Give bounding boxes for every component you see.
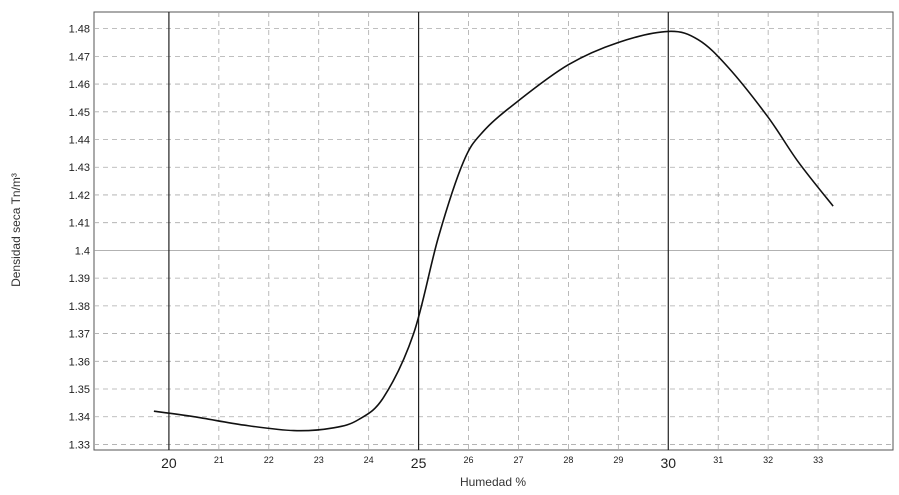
y-tick-label: 1.41 [69, 218, 90, 230]
x-tick-label: 31 [713, 455, 723, 465]
x-tick-label: 27 [513, 455, 523, 465]
y-tick-label: 1.34 [69, 412, 90, 424]
y-tick-label: 1.38 [69, 301, 90, 313]
grid-lines [94, 12, 893, 450]
y-tick-label: 1.45 [69, 107, 90, 119]
y-tick-label: 1.4 [75, 245, 90, 257]
y-tick-label: 1.39 [69, 273, 90, 285]
plot-area [93, 11, 894, 451]
x-tick-label: 21 [214, 455, 224, 465]
y-tick-label: 1.46 [69, 79, 90, 91]
x-tick-label: 20 [161, 455, 177, 471]
y-tick-label: 1.33 [69, 439, 90, 451]
x-tick-label: 33 [813, 455, 823, 465]
y-tick-label: 1.48 [69, 24, 90, 36]
x-tick-label: 25 [411, 455, 427, 471]
y-tick-label: 1.43 [69, 162, 90, 174]
x-tick-labels: 20 21 22 23 24 25 26 27 28 29 30 31 32 33 [161, 455, 823, 471]
x-tick-label: 22 [264, 455, 274, 465]
x-tick-label: 24 [364, 455, 374, 465]
x-tick-label: 29 [613, 455, 623, 465]
y-tick-label: 1.47 [69, 51, 90, 63]
y-axis-label: Densidad seca Tn/m³ [9, 173, 23, 287]
y-tick-label: 1.35 [69, 384, 90, 396]
x-tick-label: 23 [314, 455, 324, 465]
x-tick-label: 26 [464, 455, 474, 465]
y-tick-label: 1.44 [69, 135, 90, 147]
y-tick-label: 1.37 [69, 329, 90, 341]
y-tick-labels: 1.33 1.34 1.35 1.36 1.37 1.38 1.39 1.4 1.41 1.42 1… [69, 24, 90, 452]
y-tick-label: 1.42 [69, 190, 90, 202]
x-axis-label: Humedad % [460, 475, 526, 489]
series-line [153, 30, 834, 432]
x-tick-label: 30 [660, 455, 676, 471]
x-tick-label: 32 [763, 455, 773, 465]
y-tick-label: 1.36 [69, 356, 90, 368]
x-tick-label: 28 [563, 455, 573, 465]
